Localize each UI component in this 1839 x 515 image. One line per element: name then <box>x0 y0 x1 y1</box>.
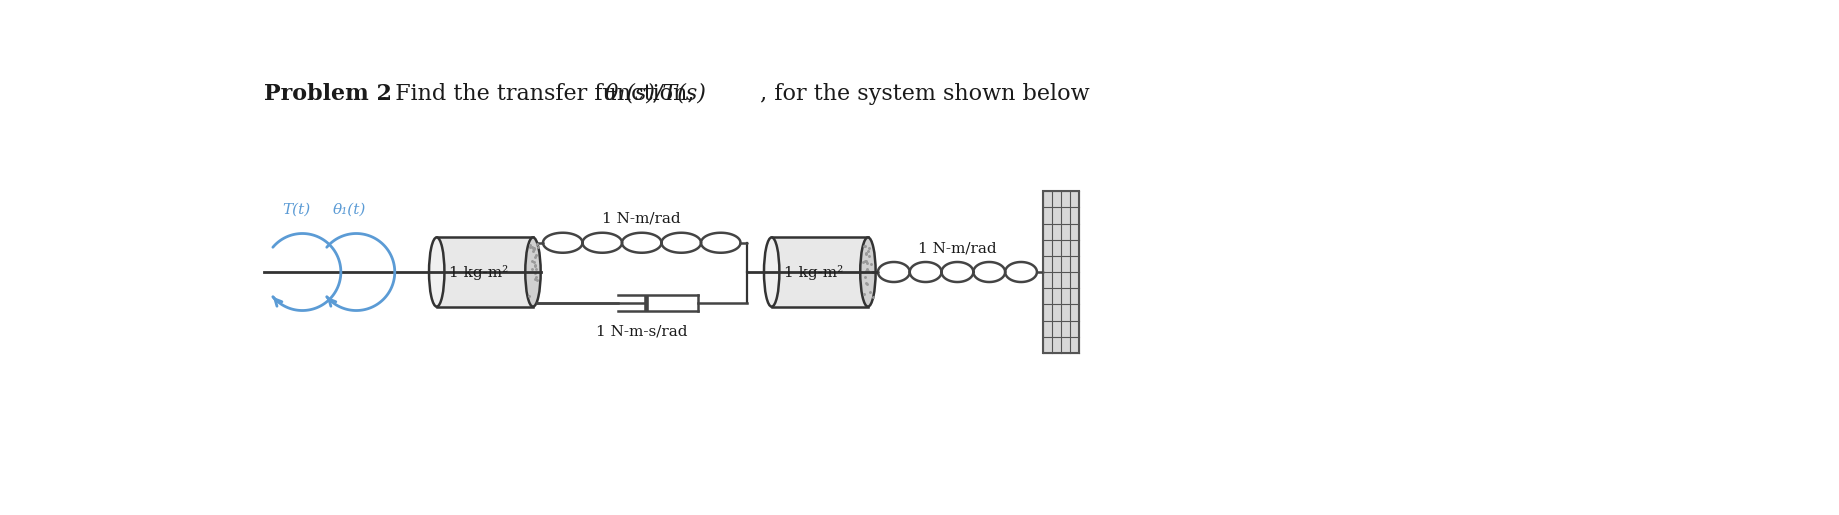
Text: 1 kg-m²: 1 kg-m² <box>783 265 842 280</box>
Text: 1 N-m-s/rad: 1 N-m-s/rad <box>596 324 688 338</box>
Text: , for the system shown below: , for the system shown below <box>752 82 1089 105</box>
Text: 1 N-m/rad: 1 N-m/rad <box>918 241 997 255</box>
Bar <box>1043 191 1078 353</box>
Text: 1 kg-m²: 1 kg-m² <box>449 265 508 280</box>
Ellipse shape <box>861 237 875 306</box>
Text: . Find the transfer function,: . Find the transfer function, <box>381 82 701 105</box>
Text: θ₁(t): θ₁(t) <box>333 202 366 217</box>
Text: 1 N-m/rad: 1 N-m/rad <box>601 212 680 226</box>
Bar <box>771 237 868 306</box>
Text: Problem 2: Problem 2 <box>263 82 392 105</box>
Text: θ₁(s)/T(s): θ₁(s)/T(s) <box>603 82 706 105</box>
Ellipse shape <box>428 237 445 306</box>
Bar <box>436 237 533 306</box>
Ellipse shape <box>763 237 780 306</box>
Text: T(t): T(t) <box>281 202 311 217</box>
Ellipse shape <box>524 237 541 306</box>
